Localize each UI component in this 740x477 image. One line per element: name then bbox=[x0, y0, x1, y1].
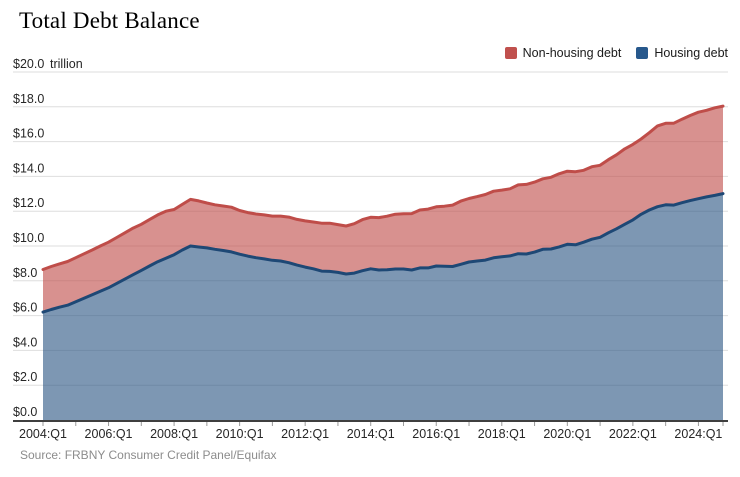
total-debt-line bbox=[41, 104, 725, 271]
y-axis-label: $2.0 bbox=[13, 370, 37, 384]
x-axis-label: 2018:Q1 bbox=[478, 427, 526, 441]
housing-debt-swatch-icon bbox=[636, 47, 649, 59]
y-axis-label: $18.0 bbox=[13, 92, 44, 106]
y-axis-label: $14.0 bbox=[13, 161, 44, 175]
x-axis-label: 2016:Q1 bbox=[412, 427, 460, 441]
y-axis-label: $10.0 bbox=[13, 231, 44, 245]
x-axis-label: 2024:Q1 bbox=[674, 427, 722, 441]
y-axis-unit-label: trillion bbox=[50, 57, 83, 71]
x-axis-label: 2020:Q1 bbox=[543, 427, 591, 441]
housing-debt-line bbox=[41, 192, 725, 314]
source-attribution: Source: FRBNY Consumer Credit Panel/Equi… bbox=[20, 448, 277, 462]
chart-legend: Non-housing debt Housing debt bbox=[504, 46, 728, 60]
y-axis-label: $12.0 bbox=[13, 196, 44, 210]
y-axis-label: $0.0 bbox=[13, 405, 37, 419]
x-axis-label: 2006:Q1 bbox=[85, 427, 133, 441]
y-axis-label: $4.0 bbox=[13, 335, 37, 349]
x-axis-label: 2014:Q1 bbox=[347, 427, 395, 441]
legend-label: Housing debt bbox=[654, 46, 728, 60]
x-axis-label: 2010:Q1 bbox=[216, 427, 264, 441]
page-title: Total Debt Balance bbox=[19, 8, 200, 33]
legend-item-housing-debt: Housing debt bbox=[636, 46, 728, 60]
x-axis-label: 2012:Q1 bbox=[281, 427, 329, 441]
legend-label: Non-housing debt bbox=[522, 46, 622, 60]
non-housing-debt-area bbox=[43, 106, 723, 313]
x-axis-label: 2008:Q1 bbox=[150, 427, 198, 441]
y-axis-label: $20.0 bbox=[13, 57, 44, 71]
x-axis-label: 2022:Q1 bbox=[609, 427, 657, 441]
non-housing-debt-swatch-icon bbox=[504, 47, 517, 59]
legend-item-non-housing-debt: Non-housing debt bbox=[504, 46, 622, 60]
y-axis-label: $16.0 bbox=[13, 127, 44, 141]
y-axis-label: $6.0 bbox=[13, 301, 37, 315]
y-axis-label: $8.0 bbox=[13, 266, 37, 280]
x-axis-label: 2004:Q1 bbox=[19, 427, 67, 441]
